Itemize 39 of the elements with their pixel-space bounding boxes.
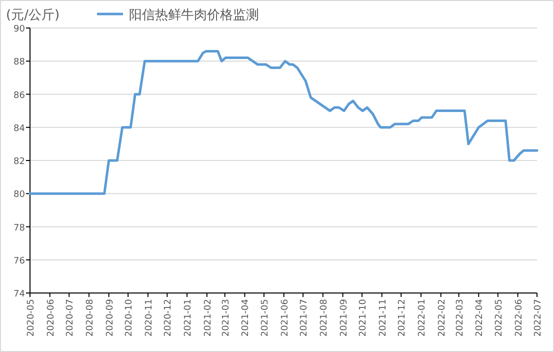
x-tick-label: 2020-05 [26,299,36,337]
y-tick-label: 82 [14,157,25,167]
y-tick-label: 90 [14,24,26,34]
x-tick-label: 2022-05 [494,299,504,337]
x-tick-label: 2021-12 [398,299,408,337]
x-tick-label: 2021-09 [339,298,350,337]
x-tick-label: 2021-01 [184,299,194,337]
y-tick-label: 86 [14,90,26,101]
x-tick-label: 2020-08 [85,298,96,337]
y-tick-label: 80 [14,190,26,200]
x-tick-label: 2022-06 [514,298,524,337]
y-tick-label: 84 [14,124,26,134]
x-tick-label: 2022-04 [475,298,486,337]
y-tick-label: 76 [14,256,26,266]
x-tick-label: 2020-10 [124,298,135,337]
x-tick-label: 2020-12 [164,299,174,337]
x-tick-label: 2020-09 [105,298,116,337]
x-tick-label: 2020-06 [46,298,56,337]
y-tick-label: 88 [14,58,26,68]
x-tick-label: 2022-01 [417,299,428,337]
x-tick-label: 2021-11 [378,299,388,337]
line-series [28,50,538,195]
x-tick-label: 2021-08 [319,298,330,337]
x-tick-label: 2020-11 [144,299,154,337]
x-tick-label: 2021-06 [280,298,290,337]
y-tick-label: 74 [14,290,26,300]
legend-label: 阳信热鲜牛肉价格监测 [129,8,259,23]
x-tick-label: 2021-10 [358,298,369,337]
x-tick-label: 2021-04 [241,298,252,337]
x-tick-label: 2021-02 [203,299,214,337]
y-tick-label: 78 [14,223,26,234]
x-tick-label: 2022-07 [534,299,544,337]
x-tick-label: 2020-07 [66,299,76,337]
x-tick-label: 2021-07 [300,299,310,337]
x-tick-label: 2022-03 [455,299,466,337]
y-axis-title: (元/公斤) [6,8,60,23]
x-tick-label: 2022-02 [437,299,448,337]
x-tick-label: 2021-03 [221,299,232,337]
x-tick-label: 2021-05 [260,299,270,337]
